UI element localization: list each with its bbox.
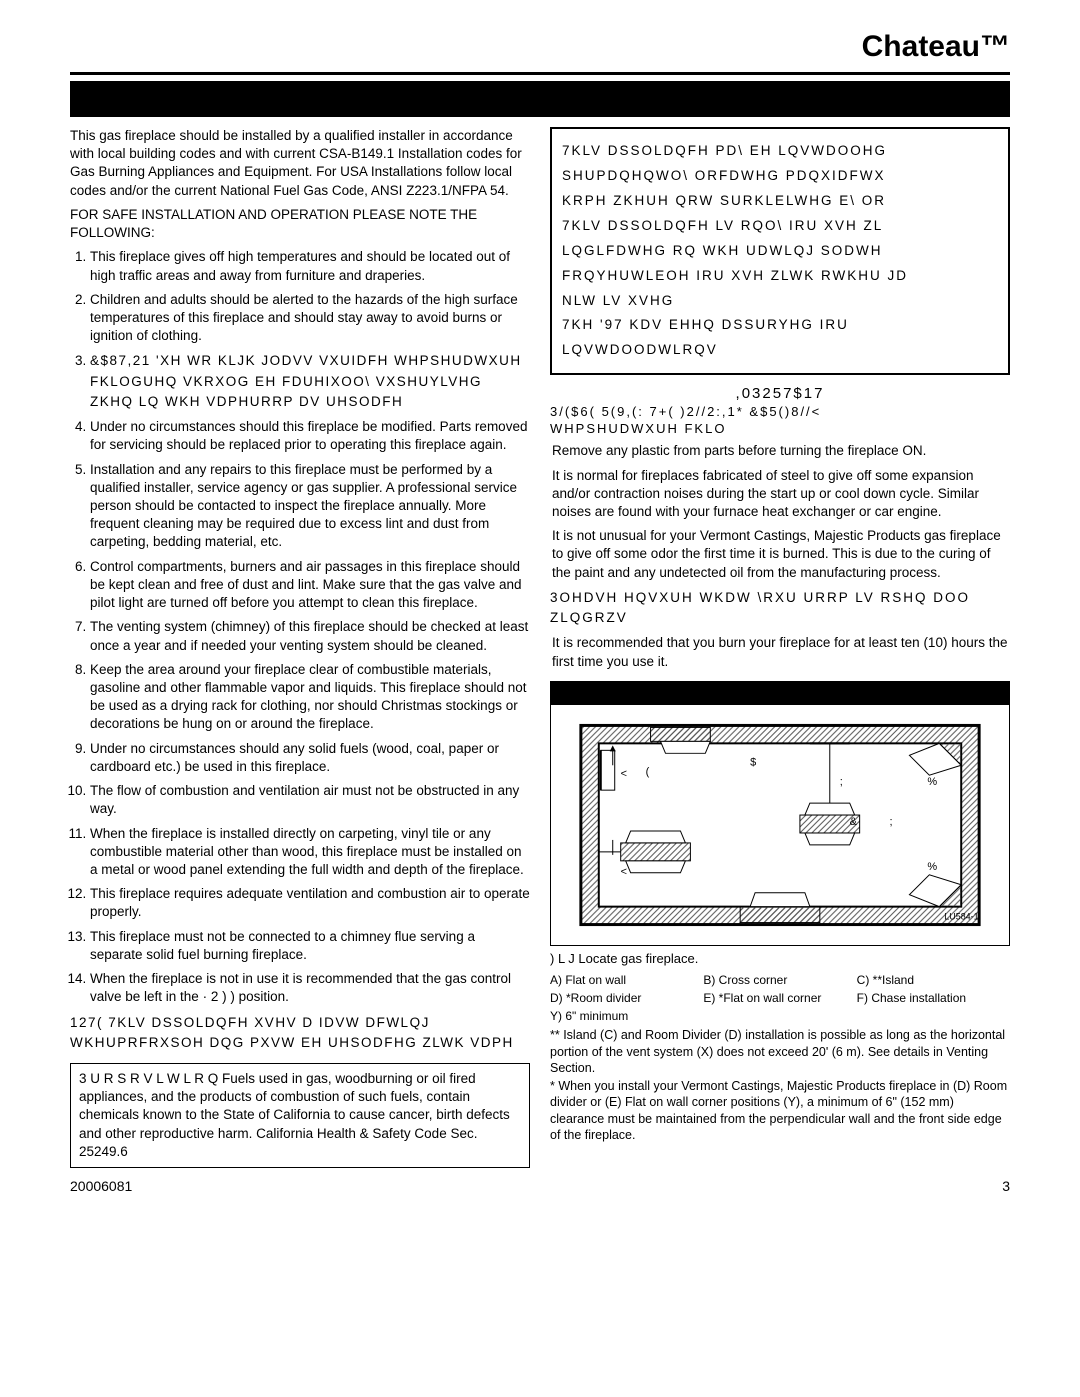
svg-text:%: % — [927, 861, 937, 873]
svg-text:;: ; — [890, 816, 893, 828]
install-note-box: 7KLV DSSOLDQFH PD\ EH LQVWDOOHG SHUPDQHQ… — [550, 127, 1010, 375]
footnote: ** Island (C) and Room Divider (D) insta… — [550, 1027, 1010, 1076]
list-item: The venting system (chimney) of this fir… — [90, 618, 530, 654]
brand-title: Chateau™ — [70, 30, 1010, 64]
footer-left: 20006081 — [70, 1178, 132, 1194]
footnote: * When you install your Vermont Castings… — [550, 1078, 1010, 1143]
footer-right: 3 — [1002, 1178, 1010, 1194]
list-item: Under no circumstances should any solid … — [90, 740, 530, 776]
svg-text:<: < — [621, 866, 627, 878]
title-bar — [70, 81, 1010, 117]
sub-heading: 3/($6( 5(9,(: 7+( )2//2:,1* &$5()8//< — [550, 404, 1010, 419]
paragraph: It is normal for fireplaces fabricated o… — [552, 467, 1008, 522]
svg-text:$: $ — [750, 756, 756, 768]
list-item: Installation and any repairs to this fir… — [90, 461, 530, 552]
list-item: This fireplace gives off high temperatur… — [90, 248, 530, 284]
list-item: This fireplace must not be connected to … — [90, 928, 530, 964]
important-heading: ,03257$17 — [550, 385, 1010, 402]
note-garbled: 127( 7KLV DSSOLDQFH XVHV D IDVW DFWLQJ W… — [70, 1013, 530, 1054]
svg-text:<: < — [621, 768, 627, 780]
intro-paragraph: This gas fireplace should be installed b… — [70, 127, 530, 200]
legend: A) Flat on wall B) Cross corner C) **Isl… — [550, 971, 1010, 1025]
list-item: When the fireplace is not in use it is r… — [90, 970, 530, 1006]
svg-text:%: % — [927, 776, 937, 788]
list-item: &$87,21 'XH WR KLJK JODVV VXUIDFH WHPSHU… — [90, 351, 530, 412]
prop65-box: 3 U R S R V L W L R Q Fuels used in gas,… — [70, 1063, 530, 1168]
list-item: The flow of combustion and ventilation a… — [90, 782, 530, 818]
paragraph: It is not unusual for your Vermont Casti… — [552, 527, 1008, 582]
safety-list: This fireplace gives off high temperatur… — [70, 248, 530, 1006]
list-item: Keep the area around your fireplace clea… — [90, 661, 530, 734]
svg-text:LU584-1: LU584-1 — [944, 911, 978, 921]
svg-text:&: & — [850, 816, 858, 828]
list-item: When the fireplace is installed directly… — [90, 825, 530, 880]
svg-text:;: ; — [840, 776, 843, 788]
diagram-title-bar — [550, 681, 1010, 705]
caps-note: FOR SAFE INSTALLATION AND OPERATION PLEA… — [70, 206, 530, 242]
list-item: Under no circumstances should this firep… — [90, 418, 530, 454]
floor-plan-diagram: $ % % & ( < < ; ; LU584-1 — [550, 705, 1010, 946]
paragraph: It is recommended that you burn your fir… — [552, 634, 1008, 670]
svg-text:(: ( — [646, 766, 650, 778]
paragraph: Remove any plastic from parts before tur… — [552, 442, 1008, 460]
list-item: Children and adults should be alerted to… — [90, 291, 530, 346]
sub-heading-2: WHPSHUDWXUH FKLO — [550, 421, 1010, 436]
list-item: This fireplace requires adequate ventila… — [90, 885, 530, 921]
garbled-line: 3OHDVH HQVXUH WKDW \RXU URRP LV RSHQ DOO… — [550, 588, 1010, 629]
brand-rule — [70, 72, 1010, 75]
figure-caption: ) L J Locate gas fireplace. — [550, 950, 1010, 968]
list-item: Control compartments, burners and air pa… — [90, 558, 530, 613]
